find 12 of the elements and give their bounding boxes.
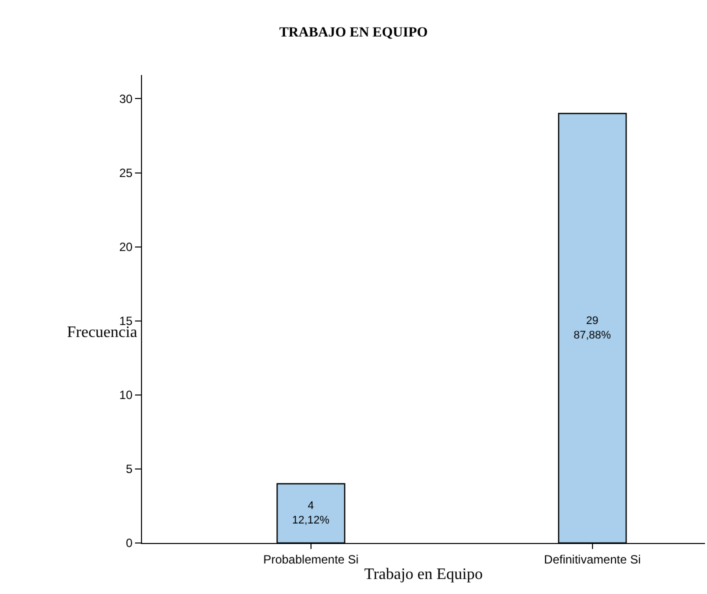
y-tick-label: 25 <box>119 166 133 180</box>
y-tick-label: 10 <box>119 388 133 402</box>
data-label: 4 12,12% <box>292 500 330 527</box>
x-tick-label: Probablemente Si <box>263 552 359 566</box>
y-tick-label: 5 <box>126 462 133 476</box>
data-label: 29 87,88% <box>574 315 612 342</box>
y-tick-label: 20 <box>119 240 133 254</box>
y-tick-label: 30 <box>119 92 133 106</box>
y-tick-label: 0 <box>126 536 133 550</box>
x-axis-title: Trabajo en Equipo <box>364 566 483 584</box>
chart-title: TRABAJO EN EQUIPO <box>279 26 428 41</box>
x-tick-label: Definitivamente Si <box>544 552 641 566</box>
